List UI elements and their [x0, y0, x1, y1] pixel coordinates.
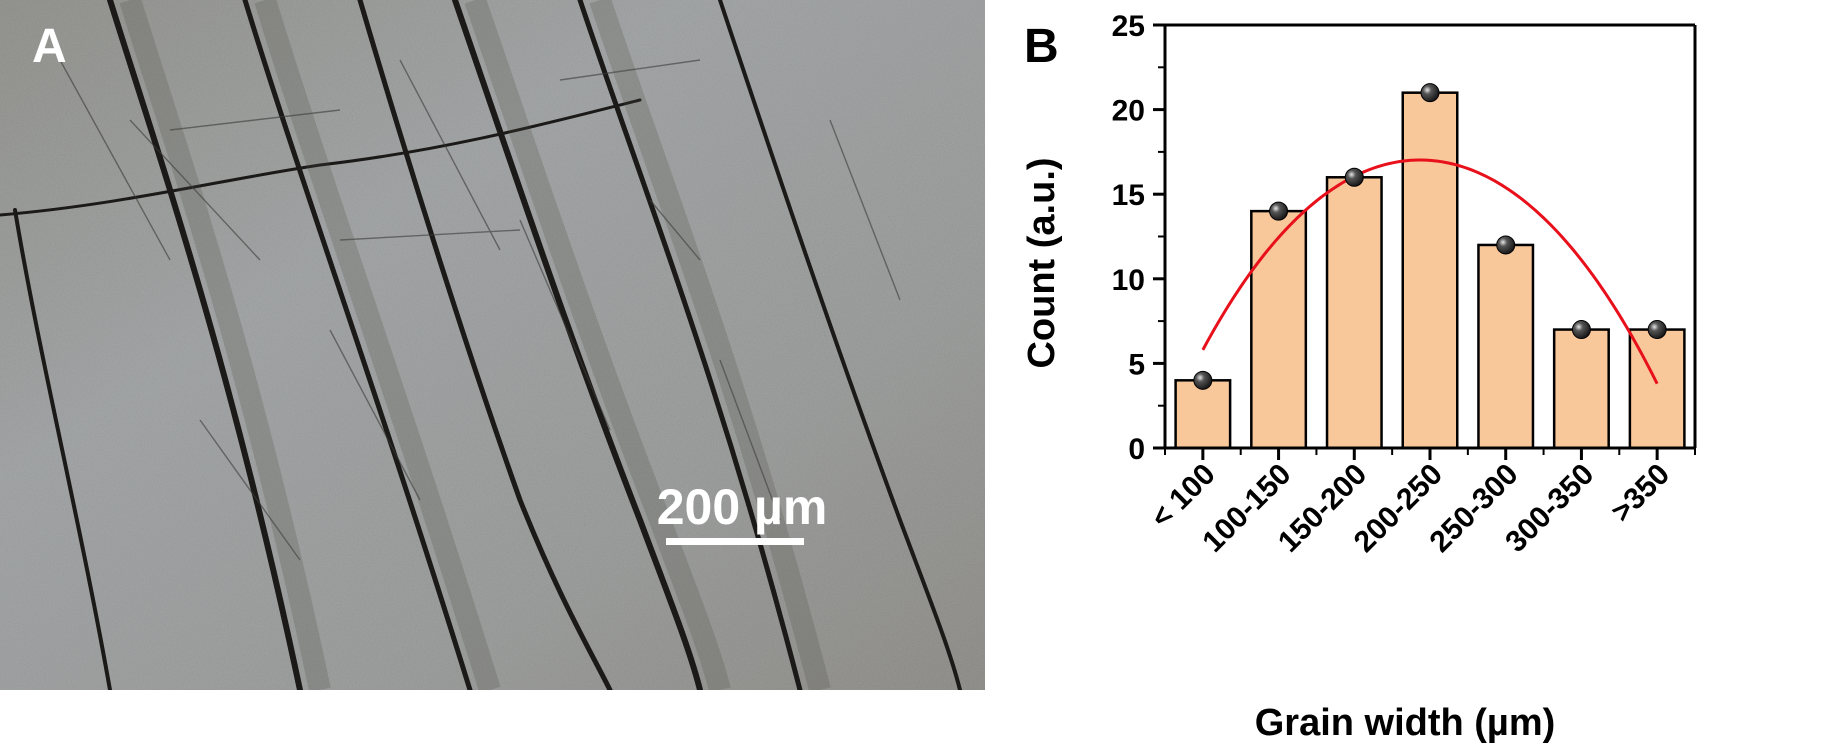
y-tick-label: 20 — [1112, 95, 1145, 128]
grain-boundary-shadow — [119, 0, 831, 690]
data-point — [1269, 201, 1289, 221]
bar — [1250, 209, 1308, 450]
data-point — [1420, 83, 1440, 103]
bar — [1401, 91, 1459, 450]
y-tick-label: 5 — [1128, 348, 1145, 381]
y-tick-label: 0 — [1128, 433, 1145, 466]
y-tick-label: 25 — [1112, 10, 1145, 43]
grain-texture-lines — [59, 59, 901, 561]
y-axis-title: Count (a.u.) — [1021, 157, 1063, 368]
panel-b-label: B — [1024, 20, 1059, 73]
scale-bar — [666, 538, 804, 545]
panel-a-label: A — [32, 20, 67, 73]
bar — [1174, 379, 1232, 450]
data-point — [1571, 320, 1591, 340]
micrograph-panel: A 200 µm — [0, 0, 985, 690]
data-point — [1344, 167, 1364, 187]
fit-curve — [1201, 158, 1659, 385]
bar — [1325, 176, 1383, 450]
bar — [1477, 243, 1535, 450]
x-tick-label: >350 — [1605, 458, 1676, 529]
grain-boundaries — [0, 0, 962, 690]
data-point — [1647, 320, 1667, 340]
data-point — [1193, 370, 1213, 390]
bar — [1552, 328, 1610, 450]
y-tick-label: 10 — [1112, 264, 1145, 297]
x-axis-title: Grain width (µm) — [1255, 702, 1556, 744]
scale-bar-label: 200 µm — [657, 479, 828, 535]
y-tick-label: 15 — [1112, 179, 1145, 212]
data-point — [1496, 235, 1516, 255]
